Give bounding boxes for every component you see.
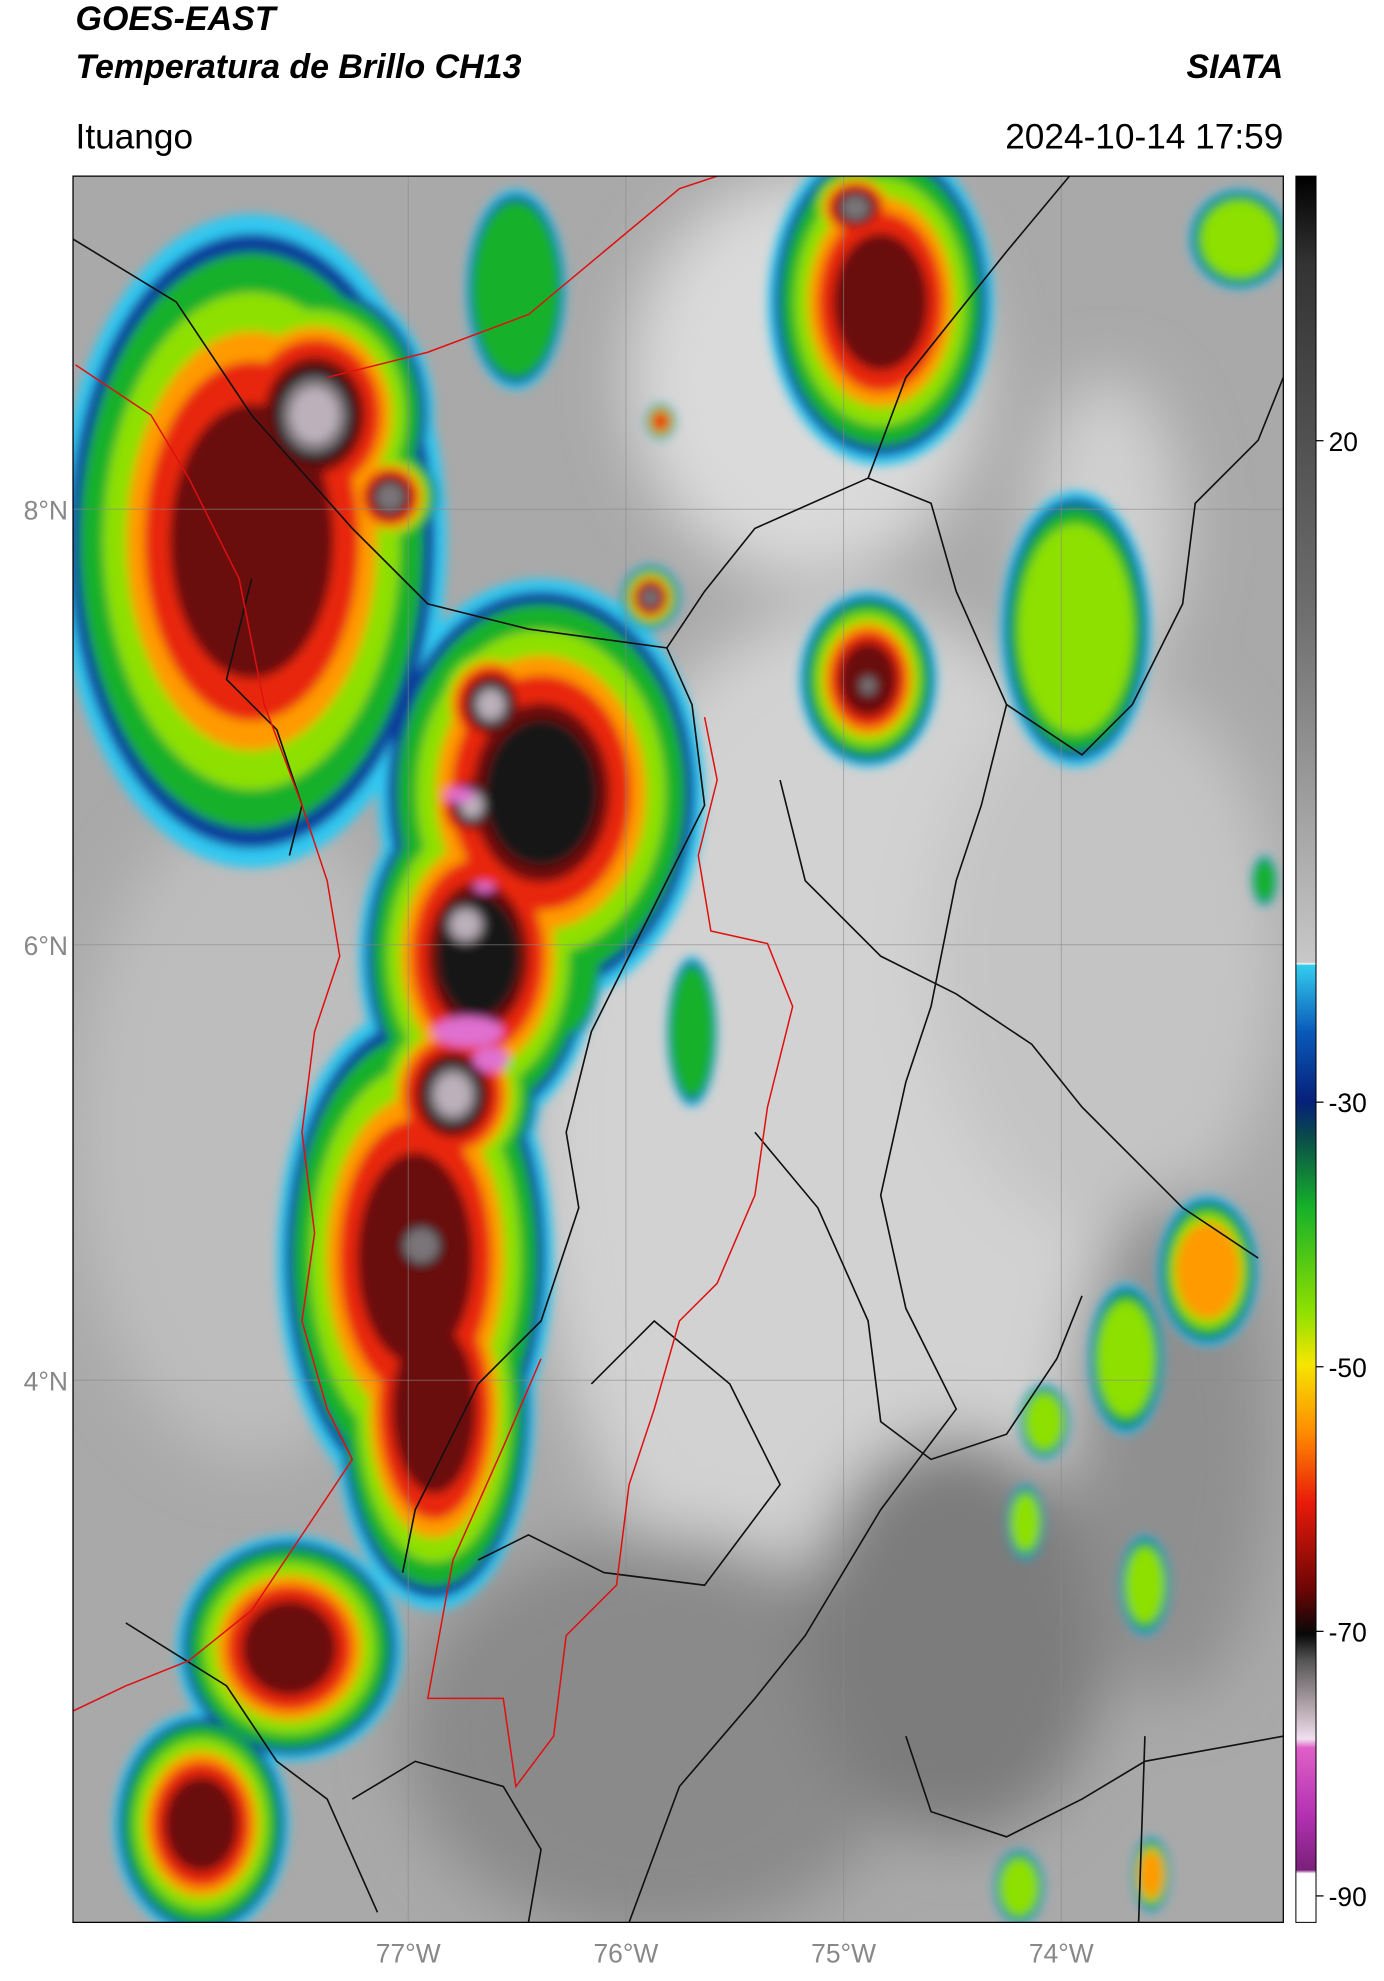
cloud-layer <box>1025 1392 1064 1451</box>
terrain <box>402 1534 906 1923</box>
lat-tick-label: 4°N <box>24 1366 68 1396</box>
colorbar-tick-label: -70 <box>1329 1617 1367 1647</box>
axes: 8°N 6°N 4°N 77°W 76°W 75°W 74°W <box>24 495 1094 1968</box>
lat-tick-label: 6°N <box>24 931 68 961</box>
cloud-layer <box>1201 200 1278 278</box>
lat-tick-label: 8°N <box>24 495 68 525</box>
cloud-core <box>444 787 475 803</box>
cloud-layer <box>860 676 876 695</box>
colorbar-tick-label: 20 <box>1329 427 1358 457</box>
cloud-layer <box>435 1074 471 1115</box>
cloud-layer <box>642 588 659 607</box>
cloud-layer <box>403 1227 440 1264</box>
cloud-layer <box>1139 1850 1164 1899</box>
colorbar <box>1295 175 1317 1923</box>
cloud-layer <box>1097 1301 1155 1417</box>
lon-tick-label: 77°W <box>376 1939 441 1969</box>
cloud-layer <box>669 965 715 1099</box>
cloud-layer <box>290 387 339 443</box>
colorbar-tick-label: -30 <box>1329 1088 1367 1118</box>
colorbar-tick-label: -50 <box>1329 1353 1367 1383</box>
cloud-layer <box>1253 858 1276 903</box>
borders <box>73 176 1284 1923</box>
title: GOES-EAST <box>76 0 279 38</box>
cloud-layer <box>1018 523 1134 735</box>
datetime: 2024-10-14 17:59 <box>1005 117 1283 156</box>
agency: SIATA <box>1186 48 1283 86</box>
lon-tick-label: 76°W <box>593 1939 658 1969</box>
cloud-core <box>473 1046 509 1072</box>
cloud-layer <box>375 482 405 512</box>
terrain <box>931 679 1284 1233</box>
cloud-layer <box>451 910 480 939</box>
map-frame <box>72 175 1284 1924</box>
boundaries-red <box>73 176 794 1789</box>
location: Ituango <box>76 117 194 156</box>
cloud-layer <box>485 719 597 866</box>
cloud-layer <box>841 195 870 220</box>
colorbar-ticks: 20 -30 -50 -70 -90 <box>1316 427 1367 1912</box>
cloud-layer <box>999 1858 1039 1916</box>
cloud-layer <box>169 403 334 679</box>
cloud-layer <box>1125 1546 1165 1624</box>
lon-tick-label: 75°W <box>811 1939 876 1969</box>
cloud-layer <box>391 1324 477 1494</box>
cloud-layer <box>164 1776 239 1872</box>
cloud-layer <box>1175 1222 1241 1319</box>
map <box>73 176 1284 1923</box>
cloud-core <box>432 1016 504 1047</box>
cloud-tops <box>73 176 1284 1923</box>
grid <box>73 176 1284 1923</box>
terrain <box>805 1434 1108 1837</box>
lon-tick-label: 74°W <box>1029 1939 1094 1969</box>
cloud-layer <box>1011 1493 1040 1551</box>
cloud-layer <box>471 200 561 378</box>
cloud-layer <box>833 233 929 371</box>
cloud-layer <box>652 411 669 432</box>
cloud-layer <box>241 1600 337 1696</box>
colorbar-tick-label: -90 <box>1329 1882 1367 1912</box>
subtitle: Temperatura de Brillo CH13 <box>76 48 522 86</box>
cloud-layer <box>478 690 504 719</box>
cloud-core <box>474 881 495 892</box>
